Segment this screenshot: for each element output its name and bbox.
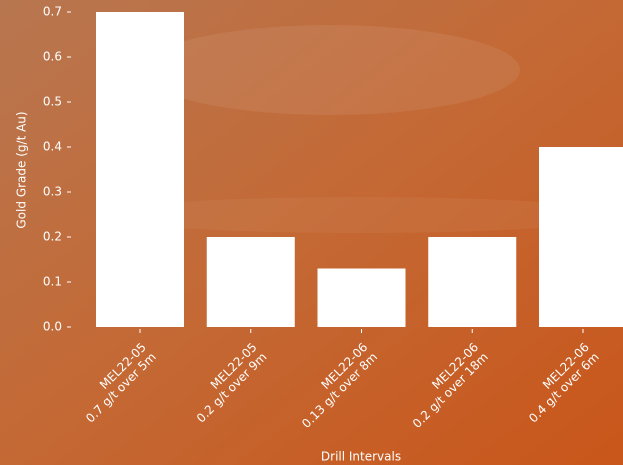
bar <box>539 147 623 327</box>
bar <box>206 237 295 327</box>
y-tick-label: 0.0 <box>43 320 62 334</box>
y-tick-label: 0.7 <box>43 5 62 19</box>
x-axis-label: Drill Intervals <box>321 450 401 464</box>
y-tick-label: 0.6 <box>43 50 62 64</box>
y-tick-label: 0.1 <box>43 275 62 289</box>
y-tick-label: 0.4 <box>43 140 62 154</box>
background-texture <box>140 25 520 115</box>
bar <box>96 12 184 327</box>
bar <box>428 237 517 327</box>
y-tick-label: 0.5 <box>43 95 62 109</box>
y-axis-label: Gold Grade (g/t Au) <box>15 111 29 228</box>
bar <box>317 268 406 327</box>
background-texture <box>100 197 620 233</box>
y-tick-label: 0.3 <box>43 185 62 199</box>
y-tick-label: 0.2 <box>43 230 62 244</box>
